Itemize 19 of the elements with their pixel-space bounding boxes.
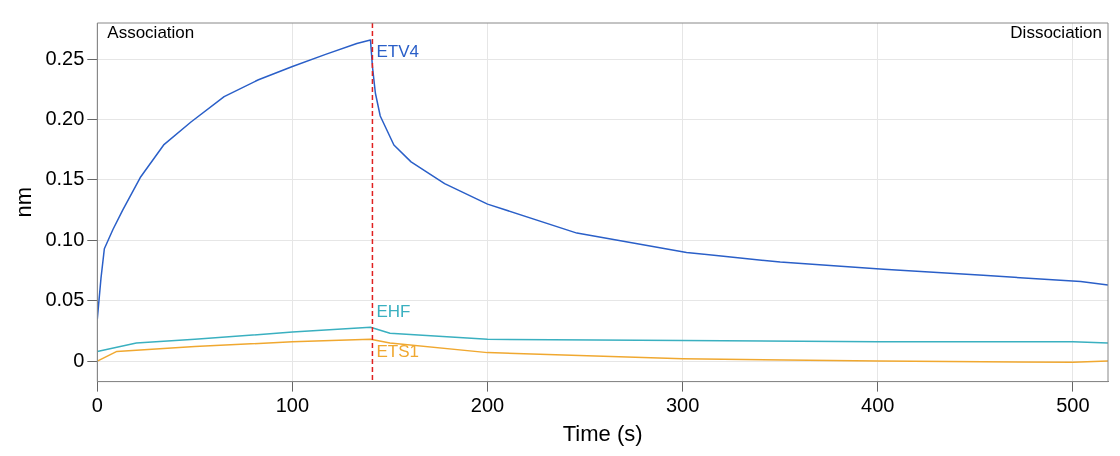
x-tick-label: 200 — [470, 394, 505, 417]
y-tick-label: 0.25 — [45, 46, 85, 69]
annotation: Dissociation — [1010, 23, 1102, 43]
x-tick-label: 100 — [275, 394, 310, 417]
y-tick-label: 0.15 — [45, 167, 85, 190]
annotation: Association — [107, 23, 195, 43]
x-tick-label: 500 — [1056, 394, 1090, 417]
y-tick-label: 0.05 — [45, 288, 85, 311]
y-axis-title: nm — [11, 187, 37, 218]
x-tick-label: 400 — [861, 394, 895, 417]
series-label: EHF — [376, 302, 411, 322]
x-tick-label: 300 — [665, 394, 700, 417]
x-axis-title: Time (s) — [562, 420, 643, 446]
y-tick-label: 0.20 — [45, 107, 85, 130]
series-label: ETV4 — [376, 42, 420, 62]
x-tick-label: 0 — [91, 394, 103, 417]
y-tick-label: 0 — [73, 348, 85, 371]
series-label: ETS1 — [376, 341, 420, 361]
y-tick-label: 0.10 — [45, 227, 85, 250]
